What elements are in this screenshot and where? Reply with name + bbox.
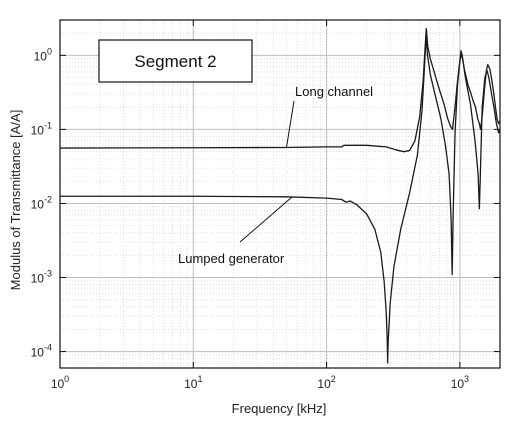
y-tick-exponent: 0 [47, 46, 52, 56]
annotation-leader-line [285, 100, 295, 148]
x-tick-base: 10 [317, 377, 331, 391]
y-tick-exponent: -3 [44, 269, 52, 279]
y-tick-exponent: -1 [44, 120, 52, 130]
x-tick-label: 100 [51, 374, 69, 391]
annotation-layer: Long channel Lumped generator [178, 84, 373, 266]
x-tick-exponent: 3 [464, 374, 469, 384]
y-tick-label: 10-1 [31, 120, 52, 137]
y-tick-base: 10 [34, 49, 48, 63]
series-layer [60, 27, 500, 364]
plot-frame [59, 19, 501, 369]
y-tick-base: 10 [31, 346, 45, 360]
y-axis-label: Modulus of Transmittance [A/A] [8, 110, 23, 291]
annotation-label: Lumped generator [178, 251, 285, 266]
y-tick-label: 100 [34, 46, 52, 63]
inset-label-box: Segment 2 [98, 39, 253, 83]
x-tick-label: 101 [184, 374, 202, 391]
inset-label: Segment 2 [134, 52, 216, 71]
x-tick-base: 10 [451, 377, 465, 391]
series-line-2 [60, 34, 500, 364]
x-tick-exponent: 2 [331, 374, 336, 384]
x-tick-base: 10 [51, 377, 65, 391]
y-tick-label: 10-3 [31, 269, 52, 286]
y-tick-exponent: -4 [44, 343, 52, 353]
annotation-leader-line [239, 196, 293, 243]
y-tick-base: 10 [31, 272, 45, 286]
y-tick-exponent: -2 [44, 194, 52, 204]
y-tick-label: 10-4 [31, 343, 52, 360]
x-axis-label: Frequency [kHz] [232, 401, 327, 416]
x-tick-label: 103 [451, 374, 469, 391]
x-tick-exponent: 1 [197, 374, 202, 384]
x-tick-exponent: 0 [64, 374, 69, 384]
grid [59, 20, 500, 369]
y-tick-base: 10 [31, 123, 45, 137]
y-tick-label: 10-2 [31, 194, 52, 211]
series-line-1 [60, 27, 500, 153]
x-tick-label: 102 [317, 374, 335, 391]
x-tick-base: 10 [184, 377, 198, 391]
y-tick-base: 10 [31, 197, 45, 211]
inset-label-frame [98, 39, 253, 83]
annotation-label: Long channel [295, 84, 373, 99]
